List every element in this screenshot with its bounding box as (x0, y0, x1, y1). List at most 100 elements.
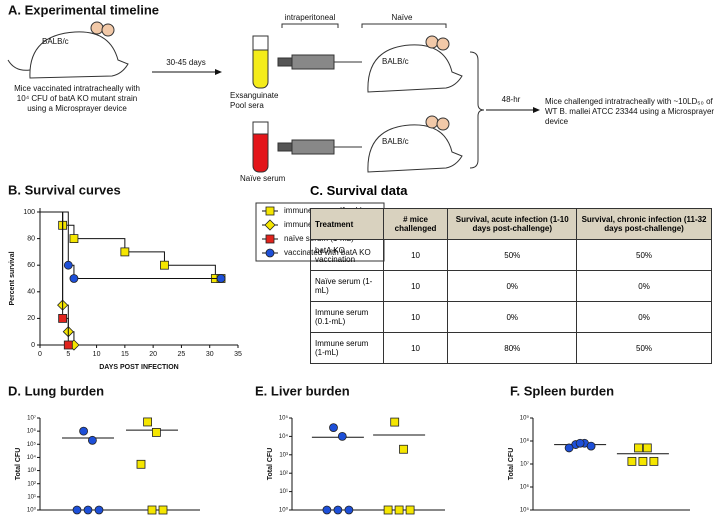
y-axis-label: Percent survival (9, 251, 16, 305)
marker (69, 274, 79, 283)
table-cell: 10 (382, 332, 449, 364)
table-cell: 10 (382, 301, 449, 333)
marker (94, 505, 104, 515)
x-axis-label: DAYS POST INFECTION (99, 364, 178, 371)
y-tick-label: 40 (27, 289, 35, 296)
mouse (7, 21, 129, 79)
y-axis-label: Total CFU (15, 448, 22, 481)
marker (390, 417, 400, 427)
y-tick-label: 10⁶ (520, 484, 530, 491)
y-tick-label: 10² (279, 471, 288, 477)
marker (642, 443, 652, 453)
marker (136, 459, 146, 469)
marker (120, 247, 130, 257)
interval-label: 30-45 days (166, 58, 206, 67)
marker (147, 505, 157, 515)
marker (72, 505, 82, 515)
x-tick-label: 10 (93, 351, 101, 358)
y-tick-label: 10⁷ (27, 415, 36, 422)
chart-title: D. Lung burden (8, 383, 104, 398)
header-cell: # mice challenged (382, 208, 449, 240)
marker (69, 234, 79, 244)
table-row: Immune serum (0.1-mL) 10 0% 0% (310, 301, 712, 333)
tube-cap (252, 121, 269, 135)
marker (151, 428, 161, 437)
x-tick-label: 5 (66, 351, 70, 358)
marker (143, 417, 153, 427)
marker (383, 505, 393, 515)
panel-title: C. Survival data (310, 183, 408, 198)
y-axis-label: Total CFU (267, 448, 274, 481)
table-cell: 10 (382, 239, 449, 271)
y-tick-label: 10³ (279, 452, 288, 458)
chart-title: B. Survival curves (8, 182, 121, 197)
x-tick-label: 30 (206, 351, 214, 358)
route-label: intraperitoneal (285, 13, 336, 22)
recipients-label: Naïve (392, 13, 413, 22)
y-axis-label: Total CFU (508, 448, 515, 481)
marker (216, 274, 226, 283)
table-cell: batA KO vaccination (310, 239, 384, 271)
legend-marker (265, 234, 275, 244)
survival-line (40, 211, 69, 345)
panel-title: A. Experimental timeline (8, 2, 159, 17)
chart-title: F. Spleen burden (510, 383, 614, 398)
y-tick-label: 10² (27, 481, 36, 487)
marker (88, 435, 97, 445)
table-cell: Naïve serum (1-mL) (310, 270, 384, 302)
marker (322, 505, 332, 515)
y-tick-label: 10⁷ (520, 461, 529, 468)
tube-cap (252, 35, 269, 51)
survival-table: Treatment # mice challenged Survival, acut… (310, 208, 712, 364)
legend-marker (265, 206, 275, 216)
marker (586, 441, 596, 451)
table-cell: 50% (576, 239, 712, 271)
table-cell: 50% (576, 332, 712, 364)
marker (329, 423, 338, 433)
vaccination-note: Mice vaccinated intratracheally with 10⁴… (14, 84, 140, 113)
marker (564, 443, 574, 453)
mouse-label: BALB/c (382, 137, 409, 146)
marker (63, 260, 73, 270)
table-cell: 50% (447, 239, 578, 271)
x-tick-label: 25 (178, 351, 186, 358)
y-tick-label: 10¹ (27, 494, 36, 500)
x-tick-label: 0 (38, 351, 42, 358)
y-tick-label: 0 (31, 342, 35, 349)
table-row: Immune serum (1-mL) 10 80% 50% (310, 332, 712, 364)
marker (63, 340, 73, 350)
table-cell: 0% (447, 270, 578, 302)
marker (83, 505, 93, 515)
arrow-head (215, 69, 222, 75)
marker (333, 505, 343, 515)
y-tick-label: 100 (23, 209, 35, 216)
syringe (277, 54, 362, 155)
marker (627, 456, 637, 466)
y-tick-label: 10⁸ (520, 438, 530, 445)
y-tick-label: 10⁴ (27, 454, 37, 461)
y-tick-label: 10⁵ (27, 441, 37, 448)
y-tick-label: 10⁴ (279, 433, 289, 440)
x-tick-label: 20 (149, 351, 157, 358)
table-cell: 10 (382, 270, 449, 302)
y-tick-label: 10⁵ (520, 507, 530, 514)
legend-marker (264, 219, 276, 231)
bracket (361, 23, 447, 28)
marker (160, 260, 169, 270)
header-cell: Survival, chronic infection (11-32 days … (576, 208, 712, 240)
marker (405, 505, 415, 515)
marker (337, 431, 347, 441)
legend-marker (265, 248, 275, 258)
marker (638, 456, 648, 466)
y-tick-label: 20 (27, 315, 35, 322)
marker (58, 313, 68, 323)
table-cell: Immune serum (1-mL) (310, 332, 384, 364)
bracket (469, 51, 485, 169)
marker (634, 443, 643, 453)
x-tick-label: 15 (121, 351, 129, 358)
y-tick-label: 10⁵ (279, 415, 289, 422)
y-tick-label: 10¹ (279, 489, 288, 495)
y-tick-label: 80 (27, 235, 35, 242)
